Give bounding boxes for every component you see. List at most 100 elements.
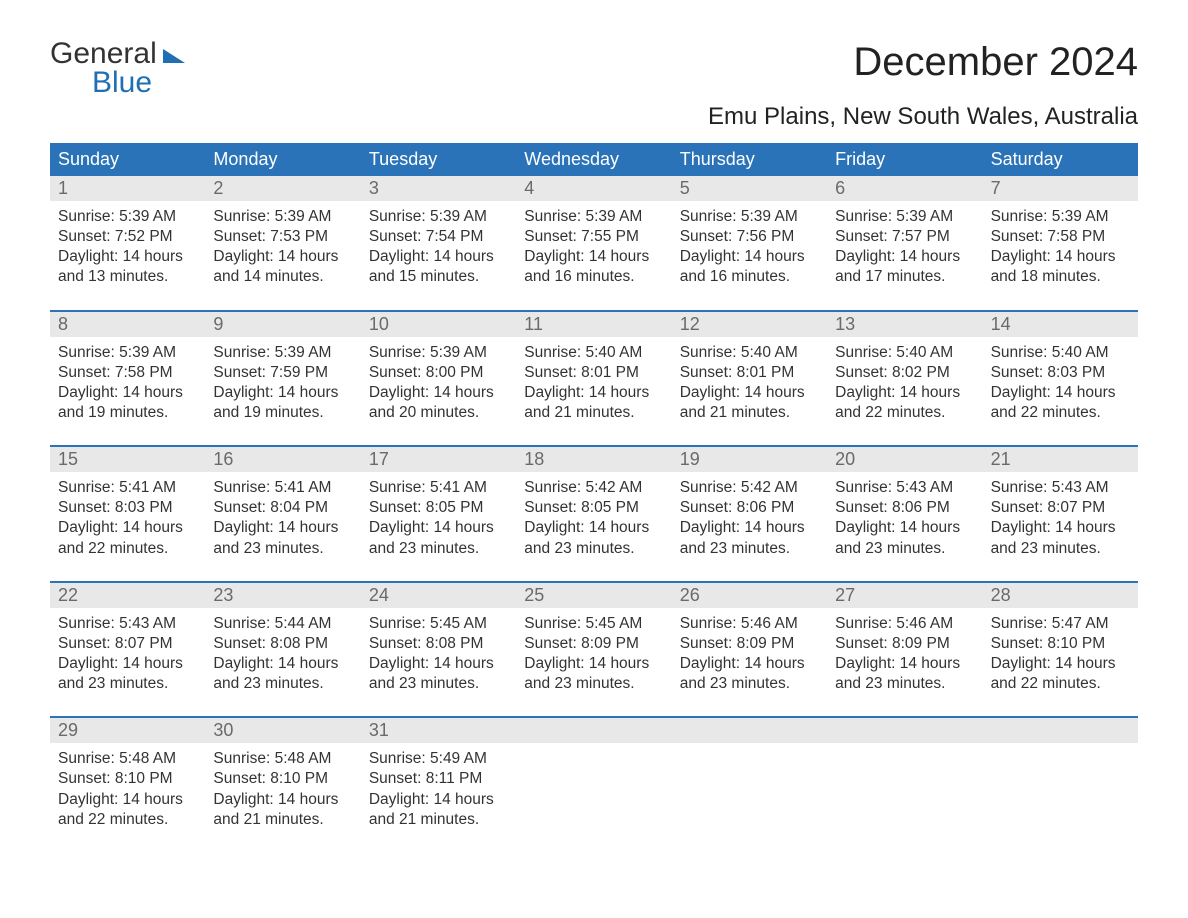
sunset-line: Sunset: 7:54 PM (369, 227, 508, 247)
sunset-line: Sunset: 8:10 PM (991, 634, 1130, 654)
sunset-line: Sunset: 8:07 PM (991, 498, 1130, 518)
day-number: 4 (516, 176, 671, 201)
day-number: 15 (50, 447, 205, 472)
sunset-line: Sunset: 8:00 PM (369, 363, 508, 383)
day-number: 19 (672, 447, 827, 472)
day-number: . (516, 718, 671, 743)
daylight-line: Daylight: 14 hours and 23 minutes. (369, 654, 508, 694)
dow-cell: Wednesday (516, 143, 671, 176)
daylight-line: Daylight: 14 hours and 14 minutes. (213, 247, 352, 287)
sunrise-line: Sunrise: 5:40 AM (524, 343, 663, 363)
day-cell: Sunrise: 5:42 AMSunset: 8:06 PMDaylight:… (672, 472, 827, 567)
daylight-line: Daylight: 14 hours and 21 minutes. (369, 790, 508, 830)
day-cell: Sunrise: 5:40 AMSunset: 8:01 PMDaylight:… (672, 337, 827, 432)
day-number: . (827, 718, 982, 743)
day-cell: Sunrise: 5:48 AMSunset: 8:10 PMDaylight:… (205, 743, 360, 838)
daylight-line: Daylight: 14 hours and 23 minutes. (213, 518, 352, 558)
day-cell: Sunrise: 5:39 AMSunset: 7:58 PMDaylight:… (983, 201, 1138, 296)
dow-cell: Thursday (672, 143, 827, 176)
dow-cell: Friday (827, 143, 982, 176)
sunset-line: Sunset: 8:06 PM (680, 498, 819, 518)
daylight-line: Daylight: 14 hours and 16 minutes. (680, 247, 819, 287)
daylight-line: Daylight: 14 hours and 23 minutes. (680, 654, 819, 694)
day-cell: Sunrise: 5:43 AMSunset: 8:07 PMDaylight:… (50, 608, 205, 703)
sunset-line: Sunset: 8:03 PM (58, 498, 197, 518)
daynum-row: 15161718192021 (50, 447, 1138, 472)
day-number: 10 (361, 312, 516, 337)
day-number: 11 (516, 312, 671, 337)
day-cell: Sunrise: 5:39 AMSunset: 7:55 PMDaylight:… (516, 201, 671, 296)
sunset-line: Sunset: 7:59 PM (213, 363, 352, 383)
day-number: . (672, 718, 827, 743)
sunset-line: Sunset: 8:07 PM (58, 634, 197, 654)
daylight-line: Daylight: 14 hours and 23 minutes. (524, 654, 663, 694)
sunrise-line: Sunrise: 5:39 AM (213, 343, 352, 363)
sunrise-line: Sunrise: 5:43 AM (835, 478, 974, 498)
daylight-line: Daylight: 14 hours and 23 minutes. (58, 654, 197, 694)
daylight-line: Daylight: 14 hours and 22 minutes. (835, 383, 974, 423)
day-number: 6 (827, 176, 982, 201)
daylight-line: Daylight: 14 hours and 22 minutes. (991, 654, 1130, 694)
sunrise-line: Sunrise: 5:43 AM (58, 614, 197, 634)
day-number: 31 (361, 718, 516, 743)
dow-cell: Sunday (50, 143, 205, 176)
day-number: 26 (672, 583, 827, 608)
day-cell: Sunrise: 5:39 AMSunset: 7:54 PMDaylight:… (361, 201, 516, 296)
day-number: 23 (205, 583, 360, 608)
day-number: . (983, 718, 1138, 743)
location-subtitle: Emu Plains, New South Wales, Australia (50, 103, 1138, 131)
day-cell: Sunrise: 5:39 AMSunset: 7:58 PMDaylight:… (50, 337, 205, 432)
day-cell: Sunrise: 5:42 AMSunset: 8:05 PMDaylight:… (516, 472, 671, 567)
day-cell: Sunrise: 5:39 AMSunset: 7:53 PMDaylight:… (205, 201, 360, 296)
sunset-line: Sunset: 7:56 PM (680, 227, 819, 247)
calendar-week: 293031.... Sunrise: 5:48 AMSunset: 8:10 P… (50, 716, 1138, 838)
day-cell: Sunrise: 5:40 AMSunset: 8:02 PMDaylight:… (827, 337, 982, 432)
daylight-line: Daylight: 14 hours and 22 minutes. (58, 790, 197, 830)
day-number: 22 (50, 583, 205, 608)
logo-word1: General (50, 40, 157, 69)
day-cell: Sunrise: 5:41 AMSunset: 8:04 PMDaylight:… (205, 472, 360, 567)
sunrise-line: Sunrise: 5:49 AM (369, 749, 508, 769)
day-number: 16 (205, 447, 360, 472)
day-cell: Sunrise: 5:40 AMSunset: 8:01 PMDaylight:… (516, 337, 671, 432)
daynum-row: 1234567 (50, 176, 1138, 201)
day-number: 7 (983, 176, 1138, 201)
day-number: 29 (50, 718, 205, 743)
day-number: 12 (672, 312, 827, 337)
day-number: 8 (50, 312, 205, 337)
day-number: 30 (205, 718, 360, 743)
sunset-line: Sunset: 8:01 PM (680, 363, 819, 383)
day-cell: Sunrise: 5:45 AMSunset: 8:09 PMDaylight:… (516, 608, 671, 703)
day-number: 20 (827, 447, 982, 472)
sunrise-line: Sunrise: 5:45 AM (369, 614, 508, 634)
calendar-week: 15161718192021Sunrise: 5:41 AMSunset: 8:… (50, 445, 1138, 567)
sunrise-line: Sunrise: 5:46 AM (680, 614, 819, 634)
sunrise-line: Sunrise: 5:39 AM (524, 207, 663, 227)
sunset-line: Sunset: 8:10 PM (213, 769, 352, 789)
day-number: 13 (827, 312, 982, 337)
logo-word2: Blue (50, 69, 185, 98)
logo: General Blue (50, 40, 185, 97)
sunset-line: Sunset: 8:05 PM (524, 498, 663, 518)
day-cell (672, 743, 827, 838)
daynum-row: 891011121314 (50, 312, 1138, 337)
day-cell: Sunrise: 5:46 AMSunset: 8:09 PMDaylight:… (672, 608, 827, 703)
daylight-line: Daylight: 14 hours and 21 minutes. (213, 790, 352, 830)
header: General Blue December 2024 (50, 40, 1138, 97)
sunrise-line: Sunrise: 5:41 AM (213, 478, 352, 498)
sunset-line: Sunset: 8:10 PM (58, 769, 197, 789)
day-cell: Sunrise: 5:39 AMSunset: 7:57 PMDaylight:… (827, 201, 982, 296)
daylight-line: Daylight: 14 hours and 23 minutes. (213, 654, 352, 694)
daylight-line: Daylight: 14 hours and 18 minutes. (991, 247, 1130, 287)
sunrise-line: Sunrise: 5:39 AM (835, 207, 974, 227)
page-title: December 2024 (853, 40, 1138, 85)
day-cell: Sunrise: 5:39 AMSunset: 7:56 PMDaylight:… (672, 201, 827, 296)
daylight-line: Daylight: 14 hours and 21 minutes. (524, 383, 663, 423)
day-number: 24 (361, 583, 516, 608)
sunset-line: Sunset: 7:58 PM (991, 227, 1130, 247)
sunrise-line: Sunrise: 5:39 AM (369, 207, 508, 227)
daynum-row: 22232425262728 (50, 583, 1138, 608)
day-of-week-header: SundayMondayTuesdayWednesdayThursdayFrid… (50, 143, 1138, 176)
dow-cell: Monday (205, 143, 360, 176)
sunset-line: Sunset: 8:06 PM (835, 498, 974, 518)
